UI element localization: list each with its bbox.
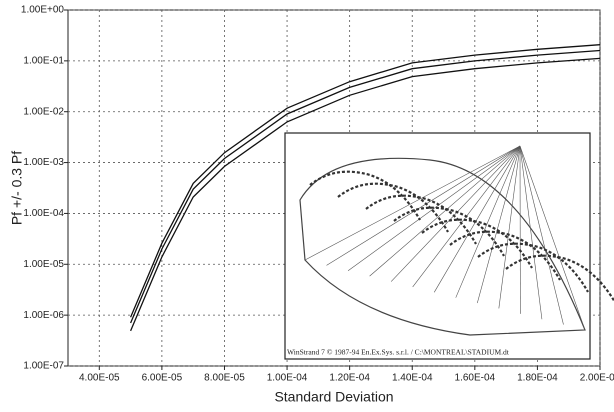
- y-tick-label: 1.00E-06: [23, 310, 64, 321]
- inset: WinStrand 7 © 1987-94 En.Ex.Sys. s.r.l. …: [285, 133, 614, 359]
- y-tick-label: 1.00E-04: [23, 208, 64, 219]
- inset-caption: WinStrand 7 © 1987-94 En.Ex.Sys. s.r.l. …: [287, 348, 510, 357]
- y-tick-label: 1.00E-05: [23, 259, 64, 270]
- page: WinStrand 7 © 1987-94 En.Ex.Sys. s.r.l. …: [0, 0, 614, 412]
- x-tick-label: 1.60E-04: [455, 373, 496, 384]
- y-tick-label: 1.00E-02: [23, 106, 64, 117]
- x-tick-label: 2.00E-04: [580, 373, 614, 384]
- x-tick-label: 6.00E-05: [142, 373, 183, 384]
- y-axis-label: Pf +/- 0.3 Pf: [9, 151, 25, 225]
- y-tick-label: 1.00E-07: [23, 361, 64, 372]
- y-tick-label: 1.00E-03: [23, 157, 64, 168]
- y-tick-label: 1.00E-01: [23, 55, 64, 66]
- chart: WinStrand 7 © 1987-94 En.Ex.Sys. s.r.l. …: [0, 0, 614, 412]
- x-tick-label: 1.40E-04: [392, 373, 433, 384]
- x-tick-label: 8.00E-05: [204, 373, 245, 384]
- x-tick-label: 1.00E-04: [267, 373, 308, 384]
- x-tick-label: 1.20E-04: [329, 373, 370, 384]
- y-tick-label: 1.00E+00: [21, 5, 65, 16]
- x-axis-label: Standard Deviation: [274, 389, 393, 405]
- x-tick-label: 1.80E-04: [517, 373, 558, 384]
- x-tick-label: 4.00E-05: [79, 373, 120, 384]
